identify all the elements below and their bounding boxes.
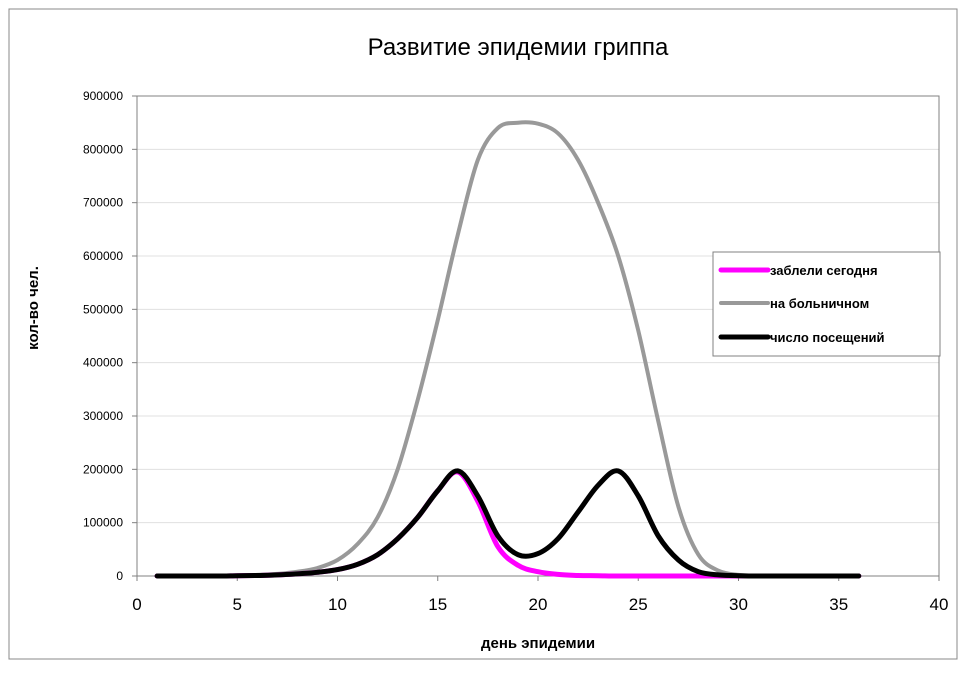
y-tick-label: 200000 [83, 462, 123, 476]
x-tick-label: 10 [328, 595, 347, 614]
x-tick-label: 5 [233, 595, 242, 614]
y-tick-label: 500000 [83, 302, 123, 316]
y-tick-label: 700000 [83, 196, 123, 210]
x-axis-label: день эпидемии [481, 635, 595, 652]
series-line-3 [154, 468, 862, 579]
x-tick-label: 0 [132, 595, 141, 614]
x-tick-labels: 0 5 10 15 20 25 30 35 40 [132, 576, 948, 614]
y-tick-label: 900000 [83, 89, 123, 103]
y-tick-labels: 0 100000 200000 300000 400000 500000 600000 700… [83, 89, 137, 583]
chart-title: Развитие эпидемии гриппа [368, 34, 669, 61]
y-tick-label: 400000 [83, 356, 123, 370]
x-tick-label: 40 [930, 595, 949, 614]
legend-label-series-3: число посещений [770, 330, 885, 345]
x-tick-label: 20 [529, 595, 548, 614]
legend-label-series-2: на больничном [770, 296, 869, 311]
x-tick-label: 25 [629, 595, 648, 614]
y-tick-label: 100000 [83, 516, 123, 530]
y-tick-label: 300000 [83, 409, 123, 423]
y-tick-label: 600000 [83, 249, 123, 263]
x-tick-label: 30 [729, 595, 748, 614]
y-tick-label: 800000 [83, 142, 123, 156]
legend-label-series-1: заблели сегодня [770, 263, 878, 278]
y-axis-label: кол-во чел. [25, 266, 42, 350]
x-tick-label: 15 [428, 595, 447, 614]
series-lines [154, 120, 862, 579]
legend: заблели сегодня на больничном число посе… [712, 251, 941, 357]
y-tick-label: 0 [116, 569, 123, 583]
x-tick-label: 35 [829, 595, 848, 614]
